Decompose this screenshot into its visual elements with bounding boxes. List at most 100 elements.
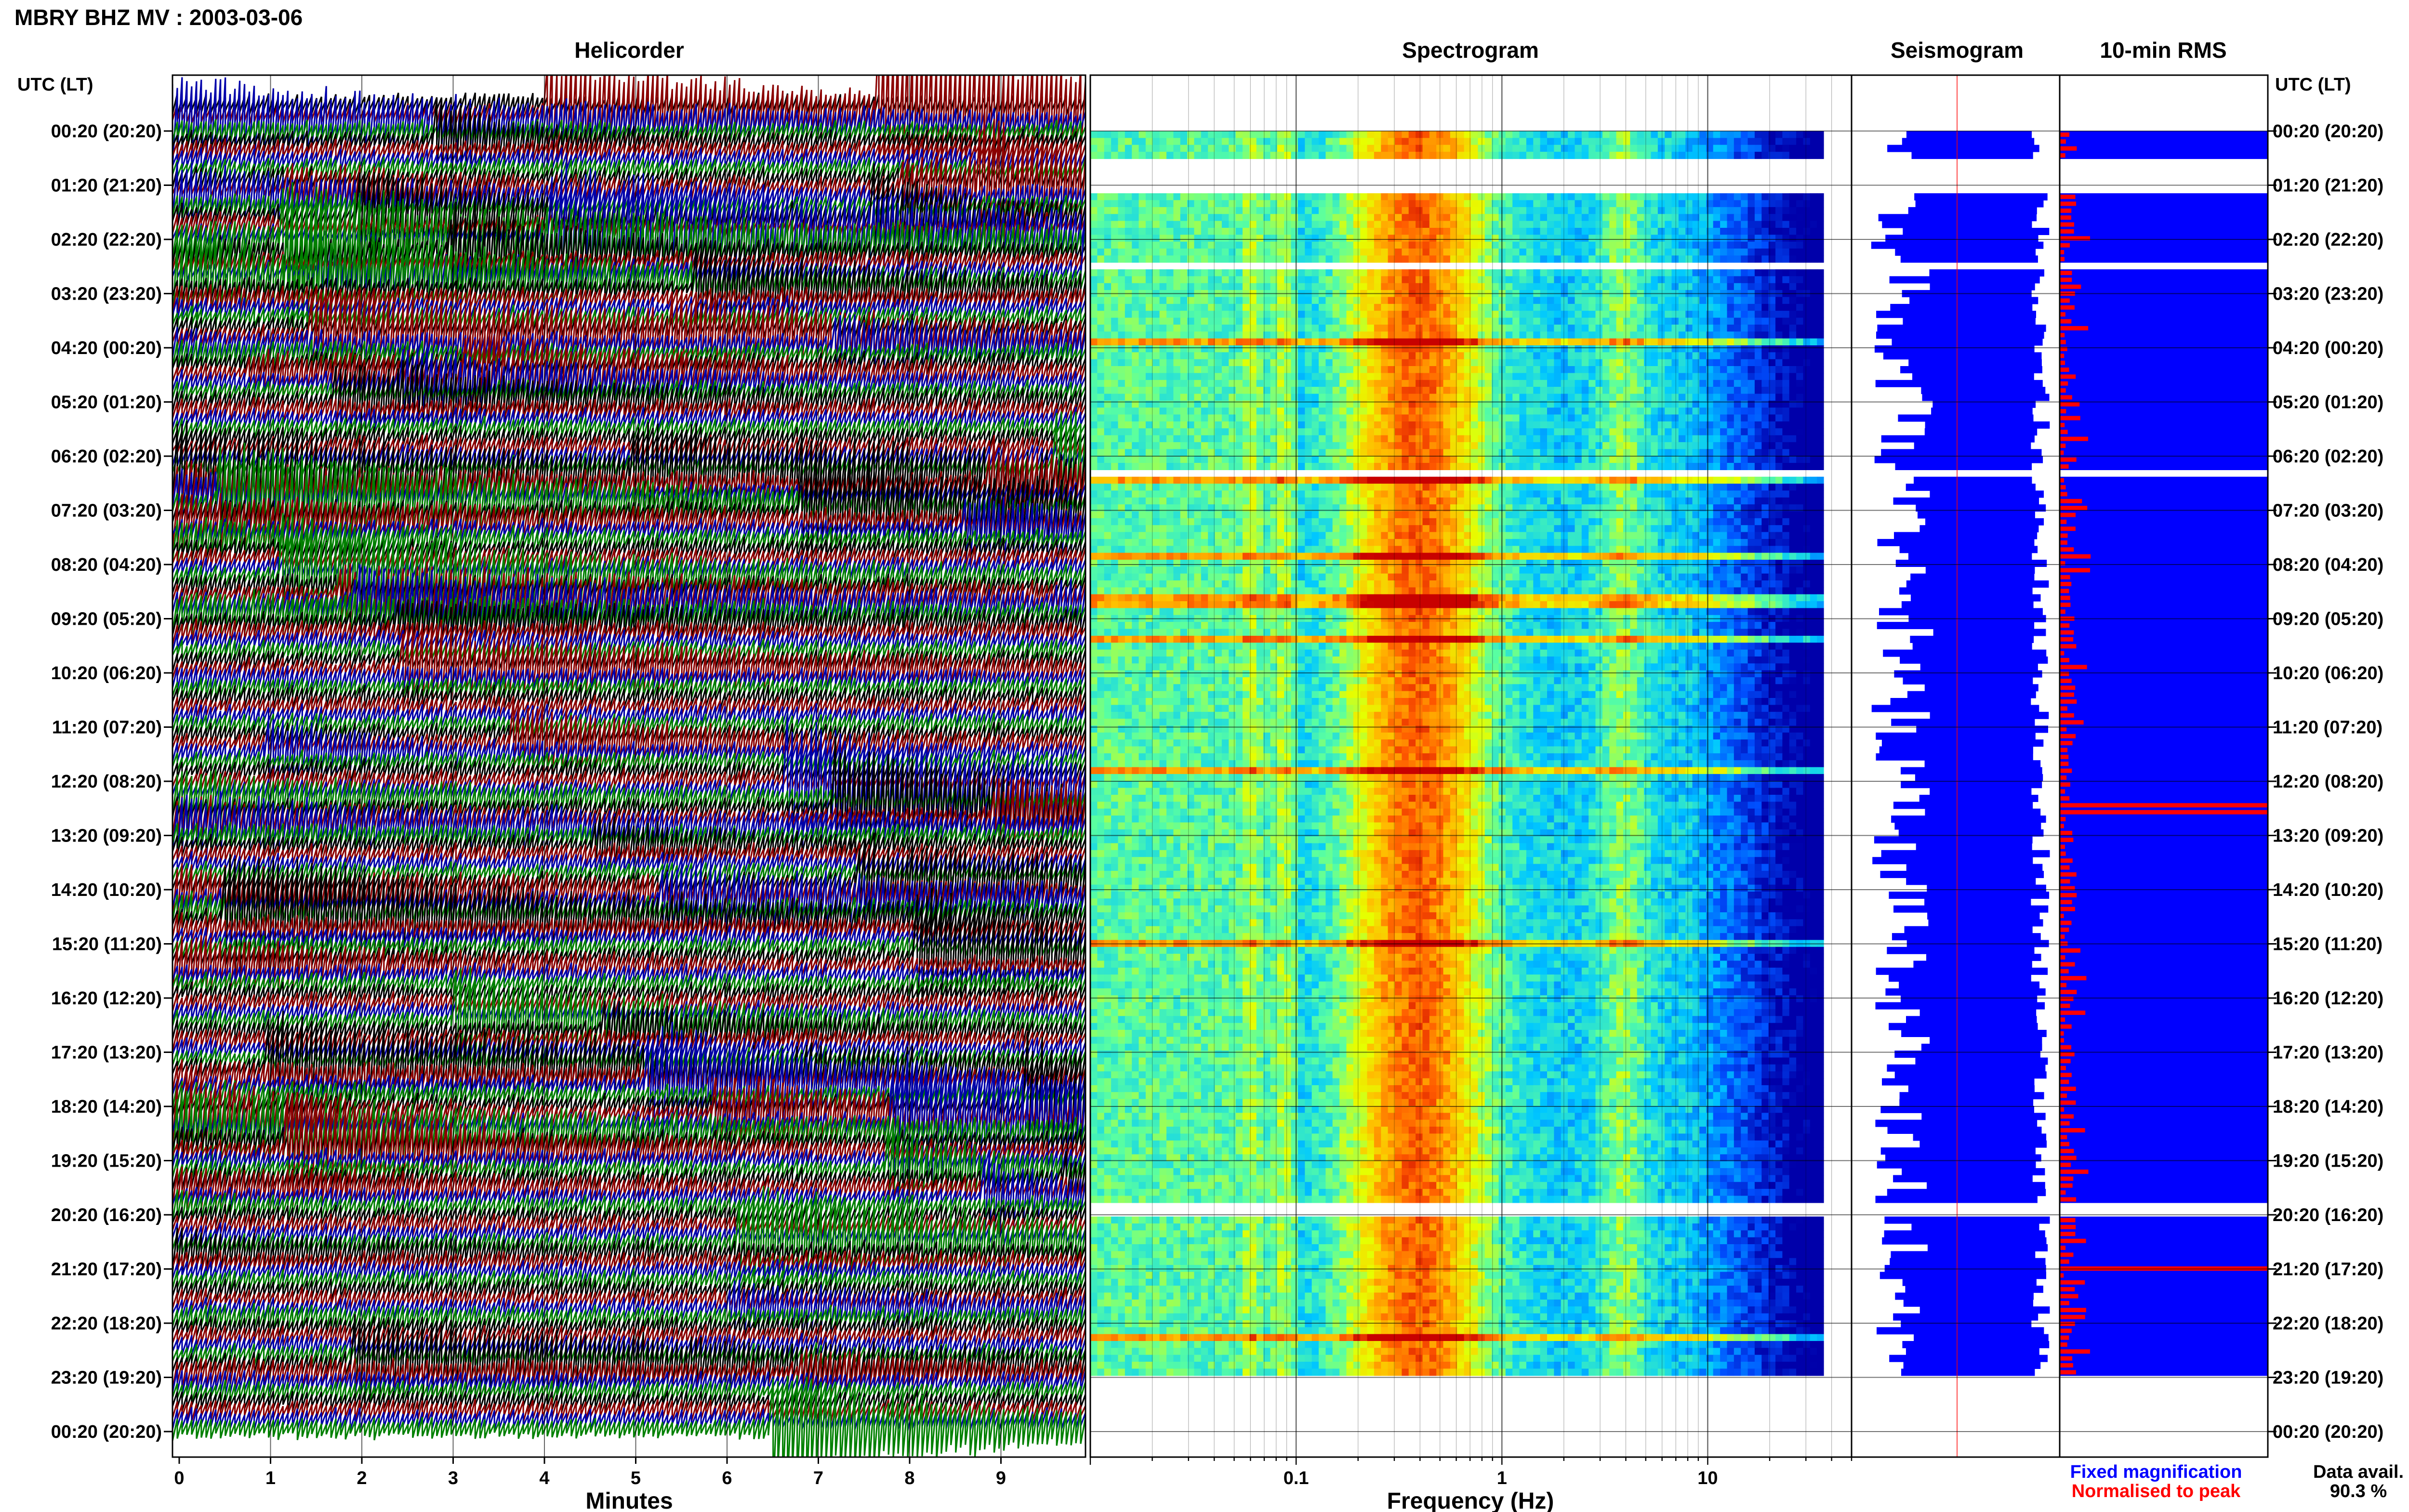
spectrogram-cell bbox=[1817, 435, 1824, 443]
spectrogram-cell bbox=[1139, 255, 1146, 263]
spectrogram-cell bbox=[1374, 235, 1381, 242]
spectrogram-cell bbox=[1409, 214, 1416, 221]
spectrogram-cell bbox=[1243, 331, 1250, 339]
spectrogram-cell bbox=[1679, 484, 1686, 491]
spectrogram-cell bbox=[1111, 408, 1118, 415]
spectrogram-cell bbox=[1284, 200, 1291, 208]
spectrogram-cell bbox=[1139, 456, 1146, 463]
spectrogram-cell bbox=[1699, 387, 1707, 394]
spectrogram-cell bbox=[1291, 297, 1298, 304]
spectrogram-cell bbox=[1810, 311, 1817, 318]
spectrogram-cell bbox=[1166, 345, 1174, 353]
spectrogram-cell bbox=[1339, 311, 1347, 318]
spectrogram-cell bbox=[1685, 214, 1693, 221]
spectrogram-cell bbox=[1761, 456, 1769, 463]
spectrogram-cell bbox=[1457, 352, 1464, 359]
spectrogram-cell bbox=[1381, 421, 1388, 429]
spectrogram-cell bbox=[1561, 477, 1568, 484]
spectrogram-cell bbox=[1630, 331, 1637, 339]
spectrogram-cell bbox=[1623, 304, 1630, 311]
spectrogram-cell bbox=[1685, 131, 1693, 138]
spectrogram-cell bbox=[1602, 421, 1610, 429]
spectrogram-cell bbox=[1215, 380, 1222, 387]
spectrogram-cell bbox=[1547, 477, 1554, 484]
spectrogram-cell bbox=[1748, 359, 1755, 367]
spectrogram-cell bbox=[1699, 200, 1707, 208]
spectrogram-cell bbox=[1588, 345, 1596, 353]
spectrogram-cell bbox=[1367, 339, 1375, 346]
spectrogram-cell bbox=[1152, 387, 1160, 394]
spectrogram-cell bbox=[1672, 435, 1679, 443]
spectrogram-cell bbox=[1796, 394, 1803, 401]
spectrogram-cell bbox=[1360, 304, 1367, 311]
spectrogram-cell bbox=[1630, 214, 1637, 221]
spectrogram-cell bbox=[1367, 352, 1375, 359]
spectrogram-cell bbox=[1367, 283, 1375, 290]
spectrogram-cell bbox=[1672, 421, 1679, 429]
spectrogram-cell bbox=[1305, 283, 1312, 290]
spectrogram-cell bbox=[1803, 152, 1811, 159]
spectrogram-cell bbox=[1395, 138, 1402, 145]
spectrogram-cell bbox=[1111, 339, 1118, 346]
spectrogram-cell bbox=[1526, 463, 1534, 470]
spectrogram-cell bbox=[1374, 477, 1381, 484]
spectrogram-cell bbox=[1672, 297, 1679, 304]
spectrogram-cell bbox=[1325, 311, 1333, 318]
spectrogram-cell bbox=[1803, 359, 1811, 367]
spectrogram-cell bbox=[1374, 297, 1381, 304]
spectrogram-cell bbox=[1582, 394, 1589, 401]
spectrogram-cell bbox=[1443, 415, 1451, 422]
spectrogram-cell bbox=[1243, 138, 1250, 145]
spectrogram-cell bbox=[1111, 249, 1118, 256]
spectrogram-cell bbox=[1713, 421, 1721, 429]
spectrogram-cell bbox=[1485, 415, 1492, 422]
spectrogram-cell bbox=[1540, 484, 1548, 491]
spectrogram-cell bbox=[1229, 311, 1236, 318]
spectrogram-cell bbox=[1713, 387, 1721, 394]
spectrogram-cell bbox=[1402, 228, 1409, 235]
spectrogram-cell bbox=[1672, 131, 1679, 138]
spectrogram-cell bbox=[1180, 490, 1188, 498]
spectrogram-cell bbox=[1679, 415, 1686, 422]
spectrogram-cell bbox=[1609, 366, 1616, 373]
spectrogram-cell bbox=[1568, 304, 1575, 311]
spectrogram-cell bbox=[1457, 484, 1464, 491]
spectrogram-cell bbox=[1305, 408, 1312, 415]
spectrogram-cell bbox=[1298, 366, 1305, 373]
spectrogram-cell bbox=[1229, 297, 1236, 304]
spectrogram-cell bbox=[1222, 456, 1229, 463]
spectrogram-cell bbox=[1727, 138, 1734, 145]
spectrogram-cell bbox=[1471, 408, 1478, 415]
spectrogram-cell bbox=[1554, 484, 1561, 491]
spectrogram-cell bbox=[1755, 352, 1762, 359]
spectrogram-cell bbox=[1734, 449, 1741, 456]
spectrogram-cell bbox=[1347, 207, 1354, 214]
spectrogram-cell bbox=[1166, 318, 1174, 325]
spectrogram-cell bbox=[1277, 228, 1284, 235]
spectrogram-cell bbox=[1748, 283, 1755, 290]
spectrogram-cell bbox=[1609, 352, 1616, 359]
spectrogram-cell bbox=[1727, 311, 1734, 318]
spectrogram-cell bbox=[1699, 380, 1707, 387]
spectrogram-cell bbox=[1755, 283, 1762, 290]
spectrogram-cell bbox=[1201, 456, 1208, 463]
spectrogram-strip bbox=[1090, 373, 1824, 380]
spectrogram-cell bbox=[1679, 138, 1686, 145]
spectrogram-cell bbox=[1471, 297, 1478, 304]
spectrogram-cell bbox=[1755, 242, 1762, 249]
spectrogram-cell bbox=[1409, 366, 1416, 373]
spectrogram-cell bbox=[1630, 428, 1637, 435]
helicorder-title: Helicorder bbox=[574, 38, 684, 63]
spectrogram-cell bbox=[1817, 283, 1824, 290]
spectrogram-cell bbox=[1506, 269, 1513, 276]
spectrogram-cell bbox=[1492, 331, 1499, 339]
spectrogram-cell bbox=[1748, 152, 1755, 159]
spectrogram-cell bbox=[1457, 428, 1464, 435]
spectrogram-cell bbox=[1222, 415, 1229, 422]
spectrogram-cell bbox=[1796, 207, 1803, 214]
spectrogram-cell bbox=[1173, 193, 1180, 200]
spectrogram-cell bbox=[1229, 387, 1236, 394]
spectrogram-strip bbox=[1090, 221, 1824, 228]
spectrogram-cell bbox=[1132, 408, 1139, 415]
spectrogram-cell bbox=[1478, 255, 1485, 263]
